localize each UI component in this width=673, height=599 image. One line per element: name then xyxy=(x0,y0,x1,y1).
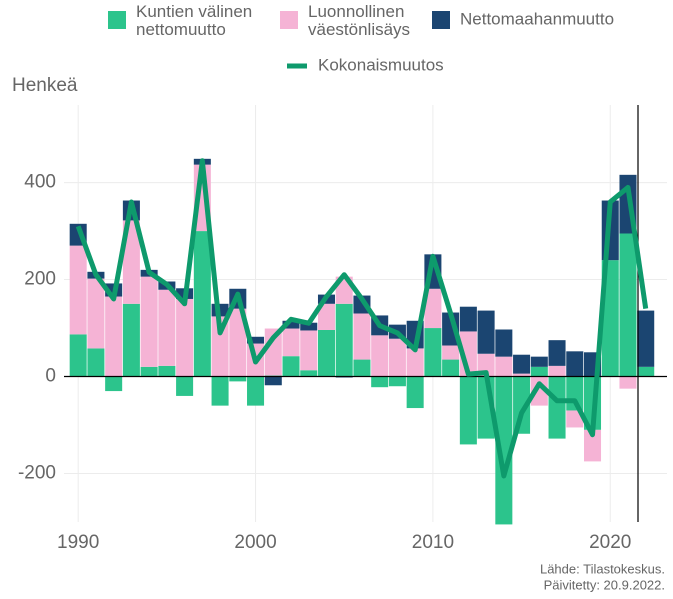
bar xyxy=(87,348,105,377)
legend-swatch xyxy=(108,11,126,29)
bar xyxy=(247,336,265,344)
bar xyxy=(211,316,229,377)
bar xyxy=(530,356,548,367)
legend-label: Kuntien välinen nettomuutto xyxy=(136,2,252,39)
total-line xyxy=(75,158,649,479)
bar xyxy=(300,330,318,371)
bar xyxy=(566,410,584,428)
x-tick-label: 2020 xyxy=(589,532,631,553)
bar xyxy=(442,359,460,377)
bar xyxy=(247,376,265,406)
bar xyxy=(459,376,477,445)
bar xyxy=(282,328,300,357)
bar xyxy=(513,373,531,377)
legend-label: Nettomaahanmuutto xyxy=(460,9,614,28)
bar xyxy=(317,303,335,330)
bar xyxy=(229,376,247,382)
bar xyxy=(477,310,495,354)
bar xyxy=(140,366,158,377)
bar xyxy=(388,376,406,387)
bar xyxy=(424,328,442,377)
bar xyxy=(371,335,389,377)
bar xyxy=(566,351,584,377)
bar xyxy=(459,306,477,332)
bar xyxy=(495,356,513,377)
legend-swatch xyxy=(280,11,298,29)
bar xyxy=(406,348,424,377)
x-tick-label: 2000 xyxy=(234,532,276,553)
bar xyxy=(211,376,229,406)
legend-swatch xyxy=(432,11,450,29)
bar xyxy=(176,298,194,377)
y-tick-label: 400 xyxy=(24,172,56,193)
bar xyxy=(637,366,655,377)
bar xyxy=(140,276,158,367)
bar xyxy=(69,334,87,377)
bar xyxy=(69,245,87,335)
bar xyxy=(637,310,655,367)
bar xyxy=(176,376,194,396)
source: Lähde: Tilastokeskus. xyxy=(540,561,665,576)
bar xyxy=(371,376,389,388)
bar xyxy=(530,376,548,406)
legend-label: Luonnollinen väestönlisäys xyxy=(308,2,410,39)
bar xyxy=(282,356,300,377)
bar xyxy=(300,370,318,377)
bar xyxy=(158,365,176,377)
bar xyxy=(105,296,123,377)
bar xyxy=(619,233,637,377)
bar xyxy=(619,376,637,389)
y-tick-label: 200 xyxy=(24,269,56,290)
bar xyxy=(353,313,371,360)
bar xyxy=(583,429,602,462)
bar xyxy=(424,288,442,329)
bar xyxy=(548,376,566,439)
y-tick-label: 0 xyxy=(45,366,56,387)
bar xyxy=(442,345,460,360)
legend-label: Kokonaismuutos xyxy=(318,55,444,74)
bar xyxy=(495,329,513,357)
bar xyxy=(388,338,406,377)
source: Päivitetty: 20.9.2022. xyxy=(544,577,665,592)
y-axis-label: Henkeä xyxy=(12,75,78,96)
bar xyxy=(193,231,211,377)
bar xyxy=(495,376,513,525)
bar xyxy=(105,376,123,392)
bar xyxy=(282,320,300,329)
bar xyxy=(513,354,531,374)
bar xyxy=(530,366,548,377)
bar xyxy=(87,278,105,349)
bar xyxy=(353,359,371,377)
bar xyxy=(229,308,247,377)
bar xyxy=(335,303,353,377)
bar xyxy=(317,329,335,377)
bar xyxy=(300,322,318,331)
bar xyxy=(548,365,566,377)
bar xyxy=(122,220,140,304)
bar xyxy=(264,376,282,386)
bar xyxy=(406,376,424,409)
y-tick-label: -200 xyxy=(18,463,56,484)
bar xyxy=(122,303,140,377)
bar xyxy=(548,340,566,366)
bar xyxy=(158,289,176,366)
x-tick-label: 2010 xyxy=(412,532,454,553)
x-tick-label: 1990 xyxy=(57,532,99,553)
